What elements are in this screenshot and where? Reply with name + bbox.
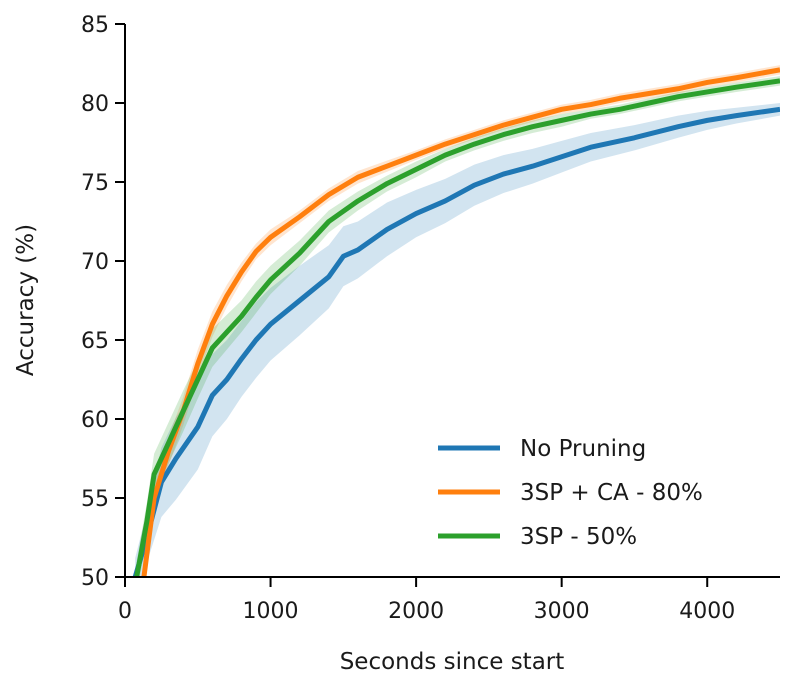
- confidence-bands: [135, 65, 780, 577]
- y-tick-label: 60: [81, 408, 109, 433]
- legend-label-1: 3SP + CA - 80%: [520, 480, 703, 506]
- y-tick-label: 75: [81, 171, 109, 196]
- x-tick-label: 2000: [388, 599, 444, 624]
- x-ticks: 0 1000 2000 3000 4000: [118, 577, 735, 624]
- x-tick-label: 3000: [534, 599, 590, 624]
- axes: [124, 24, 780, 578]
- series-line-0: [132, 106, 780, 577]
- y-tick-label: 85: [81, 13, 109, 38]
- series-lines: [132, 67, 780, 577]
- legend-label-2: 3SP - 50%: [520, 524, 637, 550]
- y-axis-title: Accuracy (%): [13, 224, 39, 376]
- y-tick-label: 55: [81, 487, 109, 512]
- y-ticks: 50 55 60 65 70 75 80 85: [81, 13, 125, 591]
- y-tick-label: 80: [81, 92, 109, 117]
- x-tick-label: 1000: [243, 599, 299, 624]
- x-axis-title: Seconds since start: [340, 649, 565, 675]
- y-tick-label: 70: [81, 250, 109, 275]
- series-line-2: [134, 78, 780, 577]
- x-tick-label: 0: [118, 599, 132, 624]
- legend: No Pruning 3SP + CA - 80% 3SP - 50%: [438, 436, 703, 550]
- confidence-band-2: [136, 76, 780, 577]
- legend-label-0: No Pruning: [520, 436, 646, 462]
- confidence-band-0: [135, 103, 780, 577]
- x-tick-label: 4000: [679, 599, 735, 624]
- y-tick-label: 65: [81, 329, 109, 354]
- y-tick-label: 50: [81, 566, 109, 591]
- series-line-1: [141, 67, 780, 577]
